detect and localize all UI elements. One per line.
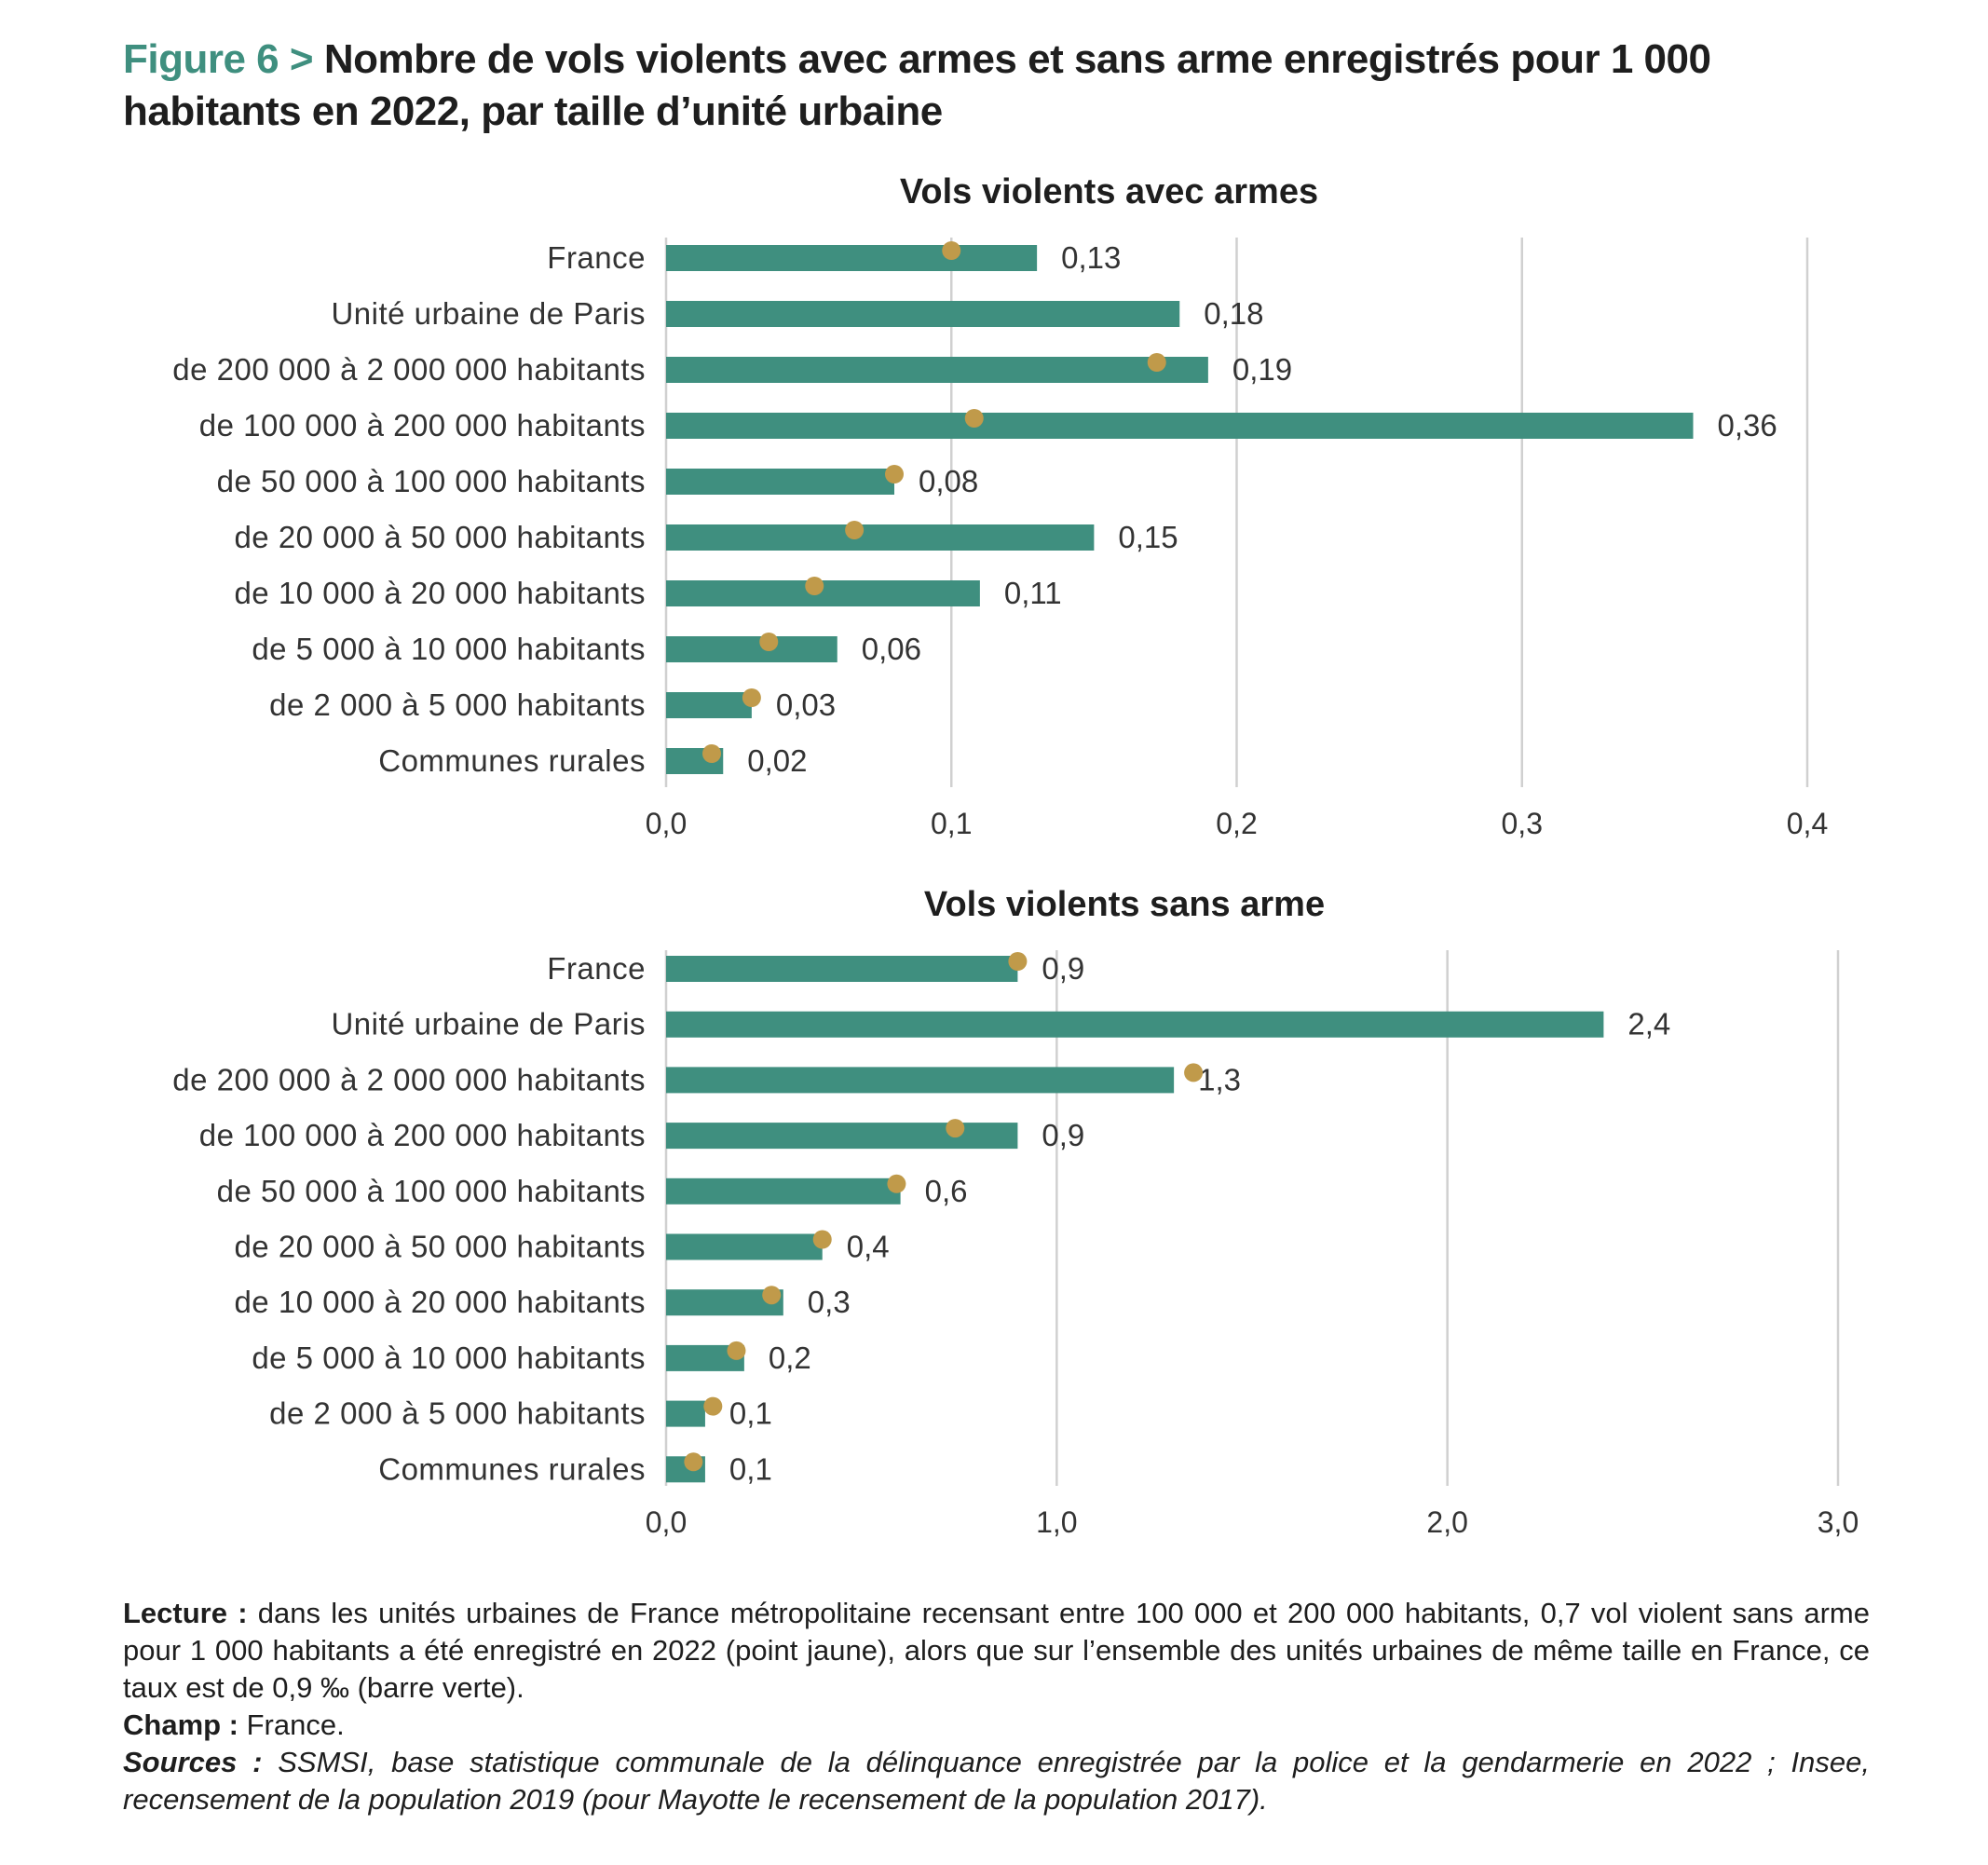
value-label: 0,36 [1718,408,1777,442]
dot-marker [964,409,984,428]
x-tick-label: 2,0 [1426,1505,1467,1539]
bar [666,524,1095,551]
value-label: 1,3 [1198,1062,1241,1096]
category-label: de 200 000 à 2 000 000 habitants [172,352,646,387]
figure-title: Figure 6 > Nombre de vols violents avec … [123,34,1893,138]
category-label: de 10 000 à 20 000 habitants [234,1285,646,1319]
category-label: de 200 000 à 2 000 000 habitants [172,1062,646,1096]
value-label: 0,11 [1004,576,1062,610]
dot-marker [845,521,865,539]
value-label: 0,2 [769,1341,811,1375]
sources-text: SSMSI, base statistique communale de la … [123,1746,1870,1816]
dot-marker [684,1452,703,1472]
x-tick-label: 0,4 [1787,807,1828,840]
category-label: de 50 000 à 100 000 habitants [217,464,646,498]
category-label: France [547,240,646,275]
category-label: de 20 000 à 50 000 habitants [234,520,646,554]
value-label: 0,9 [1042,1118,1084,1152]
bar [666,1400,705,1427]
category-label: de 2 000 à 5 000 habitants [269,1396,646,1431]
value-label: 0,4 [847,1230,890,1264]
value-label: 0,08 [919,464,978,498]
dot-marker [1184,1063,1204,1082]
chart-sans-arme: Vols violents sans arme 0,0 1,0 2,0 3,0 Franc… [172,885,1859,1539]
value-label: 0,06 [862,632,921,666]
bar [666,301,1180,327]
bar [666,413,1694,439]
value-label: 0,19 [1232,352,1292,387]
x-tick-label: 1,0 [1036,1505,1077,1539]
category-label: Unité urbaine de Paris [331,1007,646,1041]
category-label: de 20 000 à 50 000 habitants [234,1230,646,1264]
category-label: Unité urbaine de Paris [331,296,646,331]
dot-marker [805,577,824,595]
figure-number: Figure 6 > [123,36,314,82]
dot-marker [703,1396,723,1416]
category-label: de 2 000 à 5 000 habitants [269,687,646,722]
champ-note: Champ : France. [123,1707,1870,1744]
category-label: Communes rurales [378,1451,646,1486]
x-tick-label: 0,0 [646,807,687,840]
value-label: 0,1 [729,1451,772,1486]
figure-title-text: Nombre de vols violents avec armes et sa… [123,36,1711,134]
champ-text: France. [238,1708,345,1741]
bar [666,636,837,662]
lecture-label: Lecture : [123,1597,248,1629]
bar [666,1178,901,1205]
category-label: de 100 000 à 200 000 habitants [199,408,646,442]
dot-marker [742,688,761,707]
x-tick-label: 0,3 [1502,807,1543,840]
bar [666,1233,823,1260]
chart-avec-armes: Vols violents avec armes 0,0 0,1 0,2 0,3 0,4 F… [172,172,1828,840]
dot-marker [942,241,961,260]
value-label: 0,13 [1061,240,1121,275]
value-label: 0,02 [747,743,807,778]
bar [666,245,1038,271]
bar [666,1123,1018,1150]
dot-marker [887,1174,906,1193]
value-label: 0,18 [1204,296,1263,331]
value-label: 0,6 [925,1174,968,1208]
chart-title: Vols violents avec armes [900,172,1318,211]
bar [666,1067,1175,1094]
chart-title: Vols violents sans arme [924,885,1325,924]
value-label: 0,3 [808,1285,851,1319]
category-label: de 5 000 à 10 000 habitants [252,632,646,666]
category-label: de 100 000 à 200 000 habitants [199,1118,646,1152]
x-tick-label: 0,1 [931,807,972,840]
value-label: 0,03 [776,687,836,722]
bar [666,956,1018,982]
dot-marker [1008,952,1028,971]
category-label: de 10 000 à 20 000 habitants [234,576,646,610]
sources-label: Sources : [123,1746,263,1778]
category-label: de 5 000 à 10 000 habitants [252,1341,646,1375]
bar [666,1011,1604,1038]
bar [666,692,752,718]
category-label: Communes rurales [378,743,646,778]
dot-marker [885,465,904,483]
dot-marker [762,1286,782,1305]
dot-marker [1147,353,1166,372]
dot-marker [702,744,721,763]
value-label: 0,1 [729,1396,772,1431]
lecture-note: Lecture : dans les unités urbaines de Fr… [123,1595,1870,1707]
bar [666,357,1208,383]
sources-note: Sources : SSMSI, base statistique commun… [123,1744,1870,1818]
bar [666,469,894,495]
dot-marker [727,1341,746,1360]
x-tick-label: 0,0 [646,1505,687,1539]
value-label: 2,4 [1627,1007,1670,1041]
champ-label: Champ : [123,1708,238,1741]
dot-marker [812,1230,832,1249]
category-label: de 50 000 à 100 000 habitants [217,1174,646,1208]
x-tick-label: 0,2 [1216,807,1257,840]
x-tick-label: 3,0 [1818,1505,1859,1539]
lecture-text: dans les unités urbaines de France métro… [123,1597,1871,1704]
value-label: 0,15 [1118,520,1178,554]
dot-marker [759,633,779,651]
chart-notes: Lecture : dans les unités urbaines de Fr… [123,1595,1870,1818]
category-label: France [547,951,646,986]
dot-marker [946,1119,965,1138]
value-label: 0,9 [1042,951,1084,986]
